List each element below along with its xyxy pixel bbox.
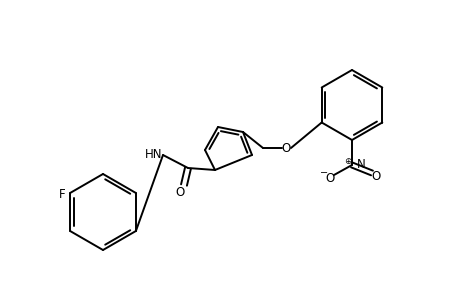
Text: O: O <box>175 185 184 199</box>
Text: O: O <box>325 172 334 185</box>
Text: O: O <box>281 142 290 154</box>
Text: N: N <box>356 158 365 172</box>
Text: F: F <box>59 188 65 202</box>
Text: HN: HN <box>144 148 162 160</box>
Text: −: − <box>319 168 327 178</box>
Text: ⊕: ⊕ <box>343 158 351 166</box>
Text: O: O <box>370 170 380 184</box>
